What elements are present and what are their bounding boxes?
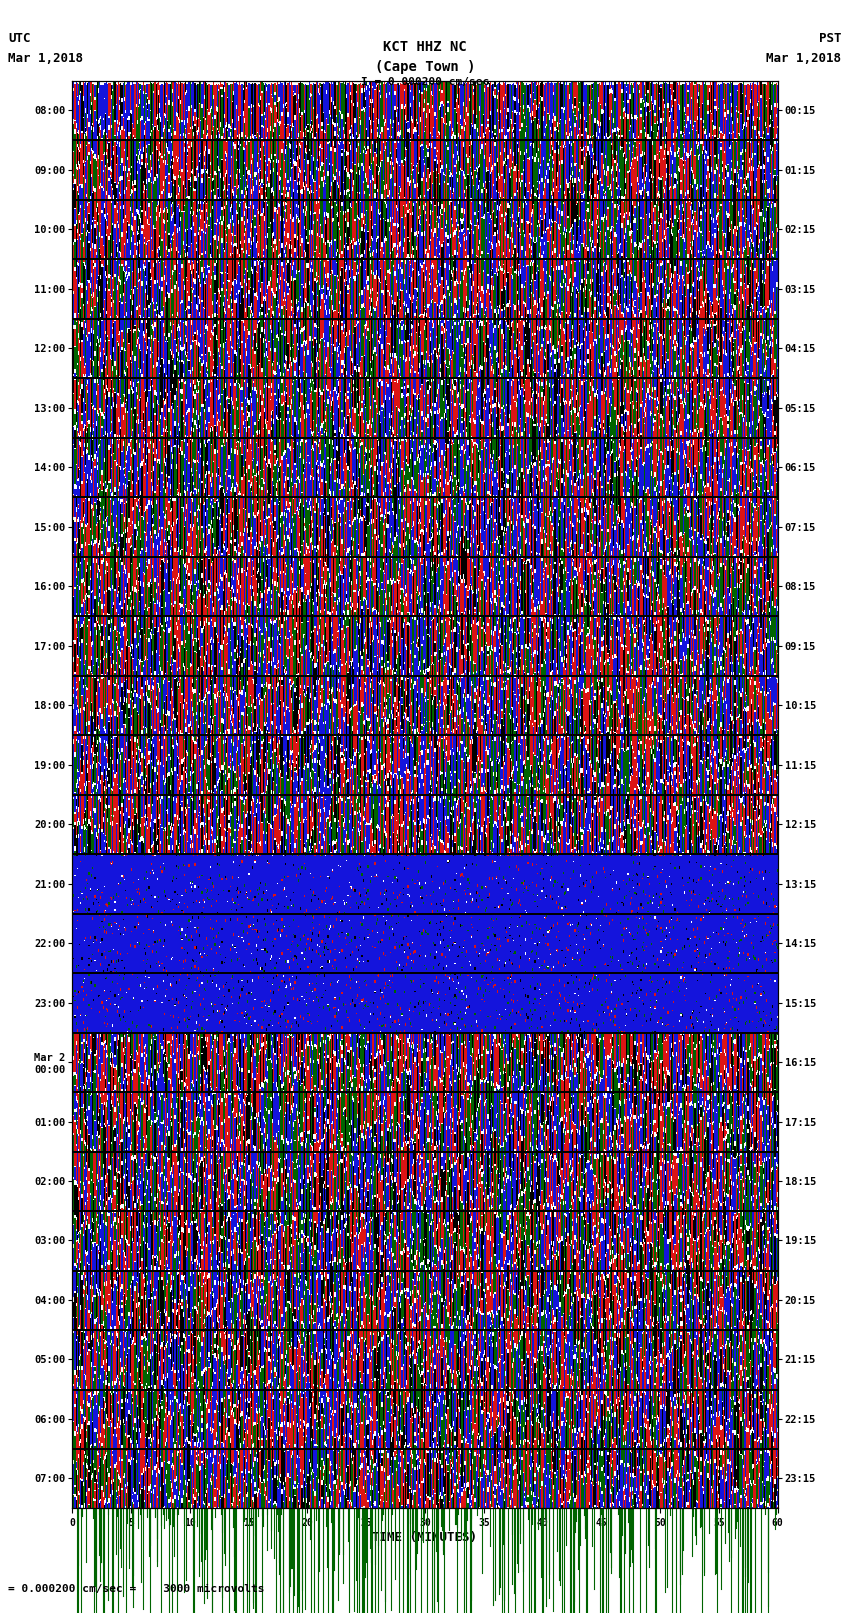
Text: KCT HHZ NC: KCT HHZ NC: [383, 40, 467, 55]
Text: I = 0.000200 cm/sec: I = 0.000200 cm/sec: [361, 77, 489, 87]
Text: = 0.000200 cm/sec =    3000 microvolts: = 0.000200 cm/sec = 3000 microvolts: [8, 1584, 265, 1594]
Text: PST: PST: [819, 32, 842, 45]
Text: (Cape Town ): (Cape Town ): [375, 60, 475, 74]
X-axis label: TIME (MINUTES): TIME (MINUTES): [372, 1531, 478, 1544]
Text: Mar 1,2018: Mar 1,2018: [8, 52, 83, 65]
Text: UTC: UTC: [8, 32, 31, 45]
Text: Mar 1,2018: Mar 1,2018: [767, 52, 842, 65]
